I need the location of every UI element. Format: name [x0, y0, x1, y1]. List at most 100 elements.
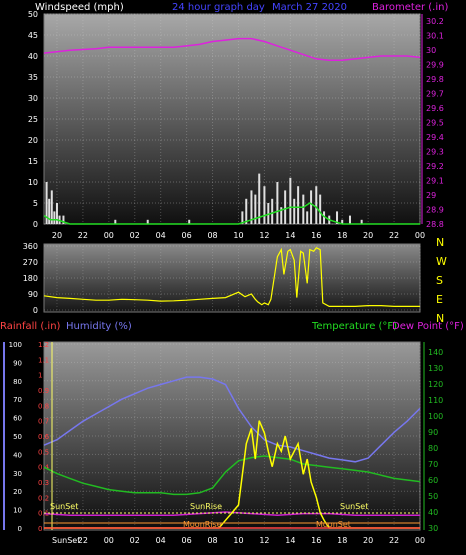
gust-bar	[289, 177, 292, 224]
sunset-label-left: SunSet	[50, 502, 78, 511]
barometer-tick-label: 29	[426, 191, 436, 200]
barometer-tick-label: 29.5	[426, 119, 444, 128]
rainfall-axis-label: Rainfall (.in)	[0, 321, 61, 332]
time-tick-label: 08	[207, 231, 217, 240]
temperature-tick-label: 80	[428, 444, 438, 453]
rainrate-tick-label: 0.5	[38, 448, 49, 456]
time-tick-label: 22	[78, 536, 88, 545]
time-tick-label: 08	[207, 536, 217, 545]
dewpoint-line	[43, 511, 420, 516]
rainrate-tick-label: 0	[38, 525, 42, 533]
gust-bar	[280, 207, 283, 224]
rainfall-tick-label: 60	[13, 415, 22, 423]
wind-tick-label: 25	[28, 115, 38, 124]
gust-bar	[250, 190, 253, 224]
time-tick-label: 22	[78, 231, 88, 240]
temperature-line	[43, 455, 421, 496]
barometer-tick-label: 29.3	[426, 148, 444, 157]
time-tick-label: 02	[130, 536, 140, 545]
time-tick-label: 16	[311, 536, 321, 545]
gust-bar	[50, 190, 53, 224]
time-tick-label: 20	[363, 231, 373, 240]
direction-tick-label: 180	[23, 274, 38, 283]
rainrate-tick-label: 0.1	[38, 510, 49, 518]
time-tick-label: 12	[259, 536, 269, 545]
temperature-tick-label: 140	[428, 348, 443, 357]
rainfall-tick-label: 90	[13, 359, 22, 367]
gust-bar	[114, 219, 117, 224]
barometer-tick-label: 29.9	[426, 61, 444, 70]
gust-bar	[306, 211, 309, 224]
barometer-line	[43, 37, 421, 62]
barometer-tick-label: 30	[426, 46, 436, 55]
gust-bar	[241, 211, 244, 224]
gust-bar	[48, 198, 51, 224]
gust-bar	[310, 190, 313, 224]
gust-bar	[297, 186, 300, 224]
wind-panel	[43, 13, 421, 225]
barometer-tick-label: 28.8	[426, 220, 444, 229]
time-tick-label: 06	[182, 231, 192, 240]
humidity-axis-label: Humidity (%)	[66, 321, 132, 332]
rainrate-tick-label: 0.9	[38, 387, 49, 395]
time-tick-label: 22	[389, 536, 399, 545]
direction-tick-label: 90	[28, 290, 38, 299]
rainfall-tick-label: 20	[13, 488, 22, 496]
wind-tick-label: 35	[28, 73, 38, 82]
compass-letter: N	[436, 312, 444, 325]
wind-tick-label: 30	[28, 94, 38, 103]
time-tick-label: 12	[259, 231, 269, 240]
gust-bar	[293, 198, 296, 224]
compass-letter: N	[436, 236, 444, 249]
time-tick-label: 18	[337, 536, 347, 545]
time-tick-label: 00	[104, 231, 114, 240]
sunset-axis-label: SunSet	[52, 536, 80, 545]
time-tick-label: 18	[337, 231, 347, 240]
gust-bar	[45, 182, 48, 224]
time-tick-label: 22	[389, 231, 399, 240]
barometer-tick-label: 30.1	[426, 32, 444, 41]
time-tick-label: 14	[285, 536, 295, 545]
rainrate-tick-label: 0.6	[38, 433, 50, 441]
rainfall-tick-label: 30	[13, 470, 22, 478]
barometer-axis-label: Barometer (.in)	[372, 2, 448, 13]
dewpoint-axis-label: Dew Point (°F)	[392, 321, 464, 332]
gust-bar	[276, 182, 279, 224]
gust-bar	[315, 186, 318, 224]
rainrate-tick-label: 1.1	[38, 356, 49, 364]
rainrate-tick-label: 1	[38, 372, 42, 380]
wind-average-line	[43, 202, 420, 225]
rainrate-tick-label: 0.8	[38, 402, 49, 410]
time-tick-label: 10	[233, 536, 243, 545]
gust-bar	[55, 203, 58, 224]
time-tick-label: 02	[130, 231, 140, 240]
wind-tick-label: 40	[28, 52, 38, 61]
barometer-tick-label: 29.7	[426, 90, 444, 99]
graph-title: 24 hour graph day	[172, 2, 265, 13]
compass-letter: E	[436, 293, 443, 306]
gust-bar	[188, 219, 191, 224]
gust-bar	[62, 215, 65, 224]
wind-tick-label: 0	[33, 220, 38, 229]
wind-tick-label: 10	[28, 178, 38, 187]
gust-bar	[341, 219, 344, 224]
temperature-tick-label: 60	[428, 476, 438, 485]
time-tick-label: 00	[104, 536, 114, 545]
temperature-tick-label: 90	[428, 428, 438, 437]
barometer-tick-label: 30.2	[426, 17, 444, 26]
wind-axis-label: Windspeed (mph)	[35, 2, 124, 13]
time-tick-label: 20	[52, 231, 62, 240]
wind-tick-label: 50	[28, 10, 38, 19]
direction-tick-label: 360	[23, 242, 38, 251]
barometer-tick-label: 28.9	[426, 206, 444, 215]
barometer-tick-label: 29.6	[426, 104, 444, 113]
rainrate-tick-label: 0.7	[38, 418, 49, 426]
wind-tick-label: 5	[33, 199, 38, 208]
direction-tick-label: 270	[23, 258, 38, 267]
gust-bar	[323, 211, 326, 224]
rainfall-tick-label: 100	[9, 341, 22, 349]
rainfall-tick-label: 50	[13, 433, 22, 441]
rainfall-tick-label: 70	[13, 396, 22, 404]
time-tick-label: 14	[285, 231, 295, 240]
gust-bar	[58, 215, 61, 224]
